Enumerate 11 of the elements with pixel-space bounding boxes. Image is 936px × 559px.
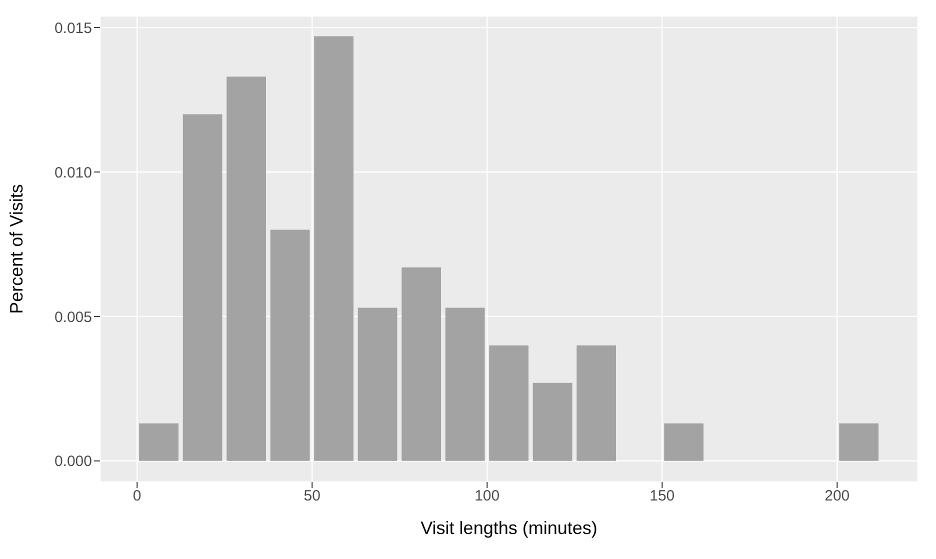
- x-tick-label: 0: [132, 488, 142, 505]
- y-tick-label: 0.000: [54, 453, 92, 470]
- y-tick-label: 0.005: [54, 308, 92, 326]
- x-tick-label: 100: [474, 488, 500, 505]
- y-tick-label: 0.010: [54, 164, 92, 182]
- x-axis-title: Visit lengths (minutes): [420, 518, 598, 538]
- x-tick-label: 150: [650, 488, 675, 505]
- x-tick-label: 50: [304, 488, 320, 505]
- y-axis-title: Percent of Visits: [6, 184, 26, 314]
- y-tick-label: 0.015: [54, 20, 92, 37]
- x-tick-label: 200: [824, 488, 850, 505]
